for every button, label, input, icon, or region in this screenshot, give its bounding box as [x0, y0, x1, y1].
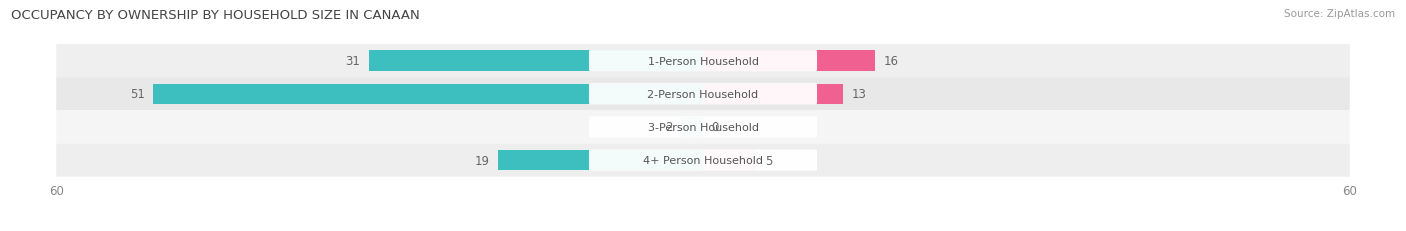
FancyBboxPatch shape	[56, 111, 1350, 144]
Text: Source: ZipAtlas.com: Source: ZipAtlas.com	[1284, 9, 1395, 19]
Bar	[682, 117, 703, 138]
FancyBboxPatch shape	[589, 51, 817, 72]
Text: 1-Person Household: 1-Person Household	[648, 56, 758, 66]
Text: 2-Person Household: 2-Person Household	[647, 89, 759, 99]
Text: 31: 31	[346, 55, 360, 68]
FancyBboxPatch shape	[56, 45, 1350, 78]
Text: 0: 0	[711, 121, 718, 134]
Text: 51: 51	[129, 88, 145, 101]
FancyBboxPatch shape	[589, 84, 817, 105]
Bar	[153, 84, 703, 105]
FancyBboxPatch shape	[589, 117, 817, 138]
FancyBboxPatch shape	[56, 78, 1350, 111]
Legend: Owner-occupied, Renter-occupied: Owner-occupied, Renter-occupied	[579, 228, 827, 231]
Bar	[703, 84, 844, 105]
Text: 2: 2	[665, 121, 673, 134]
Text: 5: 5	[765, 154, 773, 167]
Bar	[368, 51, 703, 72]
Text: 19: 19	[475, 154, 489, 167]
FancyBboxPatch shape	[56, 144, 1350, 177]
Text: 13: 13	[852, 88, 866, 101]
FancyBboxPatch shape	[589, 150, 817, 171]
Text: OCCUPANCY BY OWNERSHIP BY HOUSEHOLD SIZE IN CANAAN: OCCUPANCY BY OWNERSHIP BY HOUSEHOLD SIZE…	[11, 9, 420, 22]
Text: 4+ Person Household: 4+ Person Household	[643, 155, 763, 165]
Bar	[703, 51, 876, 72]
Bar	[703, 150, 756, 171]
Text: 16: 16	[884, 55, 898, 68]
Bar	[498, 150, 703, 171]
Text: 3-Person Household: 3-Person Household	[648, 122, 758, 132]
